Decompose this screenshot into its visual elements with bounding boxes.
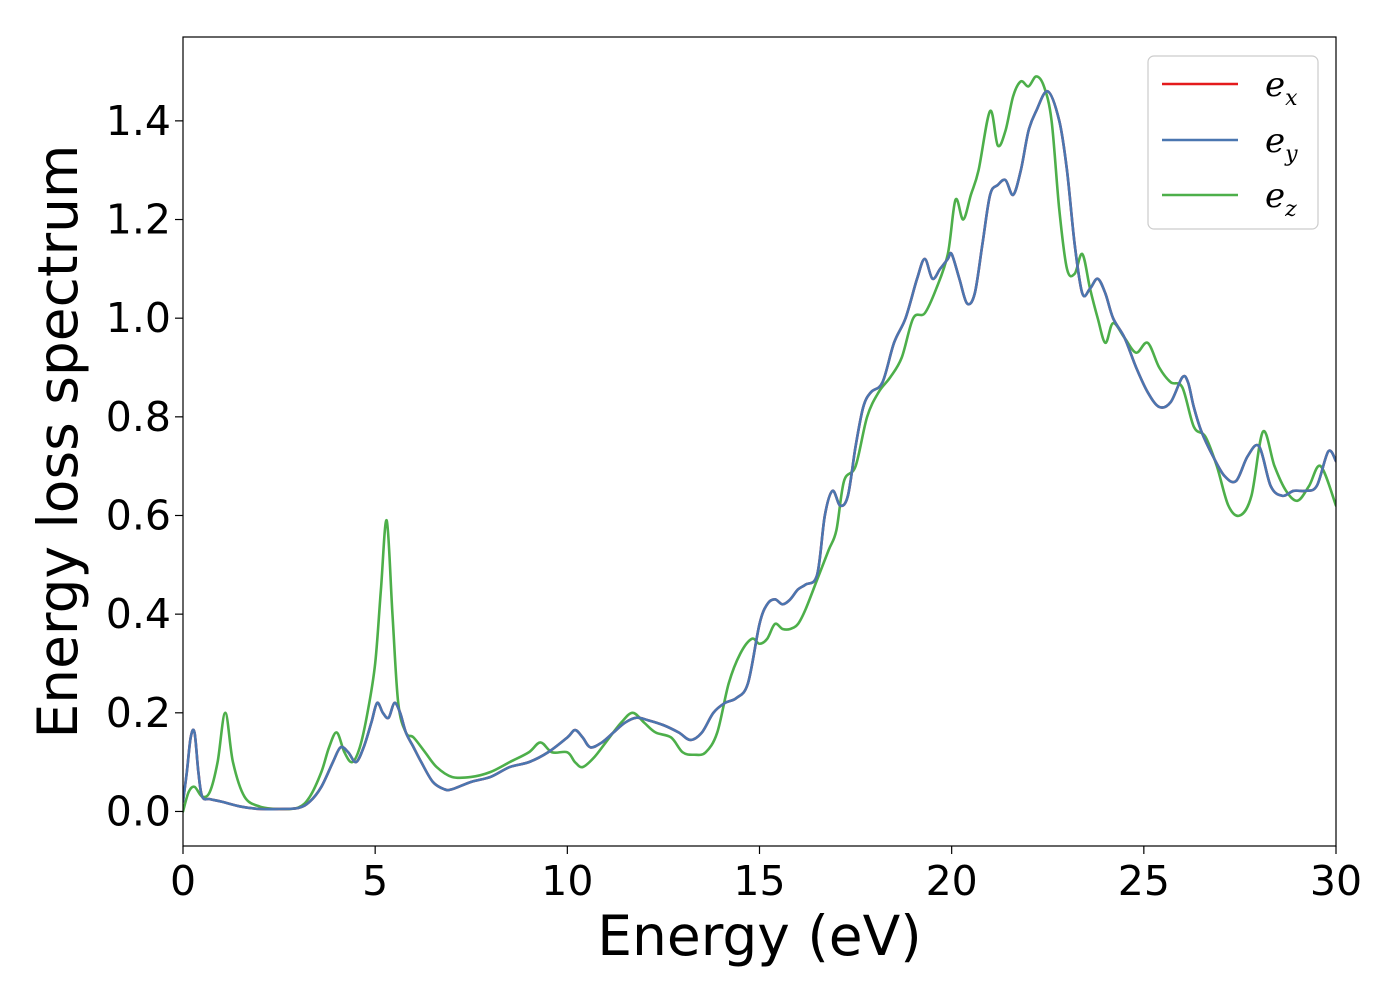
series-line-e-y bbox=[183, 89, 1336, 811]
y-tick-label: 0.6 bbox=[106, 491, 171, 539]
legend-label-e-z: ez bbox=[1265, 176, 1297, 222]
y-tick-label: 0.4 bbox=[106, 590, 171, 638]
y-tick-label: 1.4 bbox=[106, 97, 171, 145]
series-layer bbox=[183, 75, 1336, 813]
y-tick-label: 1.2 bbox=[106, 196, 171, 244]
y-axis-label: Energy loss spectrum bbox=[26, 144, 90, 738]
y-tick-label: 0.0 bbox=[106, 787, 171, 835]
y-tick-label: 0.2 bbox=[106, 689, 171, 737]
x-tick-label: 30 bbox=[1310, 857, 1362, 905]
x-tick-label: 10 bbox=[541, 857, 593, 905]
x-axis-ticks: 0 5 10 15 20 25 30 bbox=[170, 846, 1362, 905]
x-tick-label: 5 bbox=[362, 857, 388, 905]
x-tick-label: 25 bbox=[1118, 857, 1170, 905]
x-tick-label: 0 bbox=[170, 857, 196, 905]
legend-label-e-x: ex bbox=[1265, 65, 1298, 111]
x-tick-label: 20 bbox=[926, 857, 978, 905]
x-axis-label: Energy (eV) bbox=[597, 904, 921, 968]
legend-label-e-y: ey bbox=[1265, 121, 1298, 167]
legend: ex ey ez bbox=[1147, 55, 1319, 230]
y-tick-label: 0.8 bbox=[106, 393, 171, 441]
legend-box bbox=[1147, 55, 1319, 230]
y-tick-label: 1.0 bbox=[106, 294, 171, 342]
x-tick-label: 15 bbox=[733, 857, 785, 905]
y-axis-ticks: 0.0 0.2 0.4 0.6 0.8 1.0 1.2 1.4 bbox=[106, 97, 183, 835]
